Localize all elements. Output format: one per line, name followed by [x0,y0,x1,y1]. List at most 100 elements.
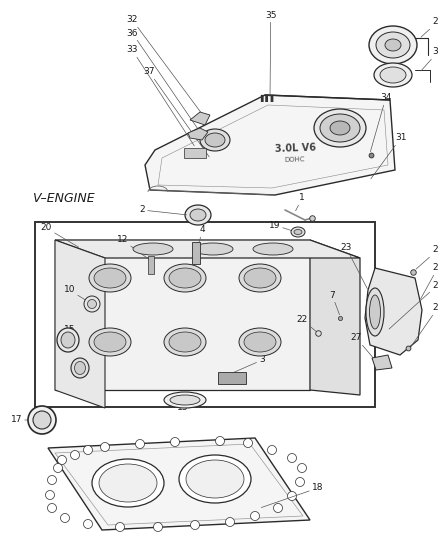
Ellipse shape [94,268,126,288]
Bar [184,148,206,158]
Circle shape [84,446,92,455]
Text: 36: 36 [127,28,199,131]
Circle shape [251,512,259,521]
Ellipse shape [380,67,406,83]
Ellipse shape [88,300,96,309]
Polygon shape [55,240,105,408]
Circle shape [273,504,283,513]
Circle shape [191,521,199,529]
Text: 30: 30 [421,47,438,71]
Ellipse shape [320,114,360,142]
Text: 23: 23 [341,244,367,289]
Ellipse shape [169,268,201,288]
Text: 37: 37 [144,68,209,157]
Ellipse shape [376,32,410,58]
Ellipse shape [61,332,75,348]
Ellipse shape [244,332,276,352]
Text: 22: 22 [297,316,317,332]
Text: 3.0L V6: 3.0L V6 [274,142,316,154]
Polygon shape [188,128,208,140]
Ellipse shape [294,230,302,235]
Circle shape [47,475,57,484]
Ellipse shape [99,464,157,502]
Ellipse shape [370,295,381,329]
Ellipse shape [169,332,201,352]
Polygon shape [310,240,360,395]
Text: 27: 27 [351,334,374,359]
Ellipse shape [385,39,401,51]
Ellipse shape [244,268,276,288]
Polygon shape [190,112,210,125]
Text: 18: 18 [261,483,324,507]
Text: 13: 13 [177,400,188,413]
Circle shape [60,513,70,522]
Circle shape [153,522,162,531]
Ellipse shape [28,406,56,434]
Ellipse shape [330,121,350,135]
Text: 7: 7 [329,290,339,314]
Text: 24: 24 [389,280,438,329]
Ellipse shape [239,264,281,292]
Ellipse shape [89,328,131,356]
Ellipse shape [57,328,79,352]
Text: 34: 34 [371,93,392,152]
Ellipse shape [205,133,225,147]
Text: 25: 25 [420,263,438,299]
Ellipse shape [74,361,85,375]
Text: 28: 28 [411,303,438,347]
Text: 35: 35 [265,11,276,96]
Circle shape [47,504,57,513]
Ellipse shape [92,459,164,507]
Circle shape [226,518,234,527]
Ellipse shape [164,328,206,356]
Polygon shape [48,438,310,530]
Text: 3: 3 [231,356,265,374]
Ellipse shape [133,243,173,255]
Circle shape [116,522,124,531]
Text: 31: 31 [371,133,406,179]
Polygon shape [55,240,360,258]
Text: 1: 1 [296,193,305,211]
Text: 29: 29 [421,18,438,37]
Circle shape [135,440,145,448]
Ellipse shape [239,328,281,356]
Bar [192,242,200,264]
Text: 10: 10 [64,286,91,303]
Ellipse shape [84,296,100,312]
Text: 2: 2 [139,206,187,215]
Circle shape [244,439,252,448]
Text: 12: 12 [117,236,149,259]
Circle shape [53,464,63,472]
Circle shape [57,456,67,464]
Polygon shape [365,268,422,355]
Circle shape [84,520,92,529]
Polygon shape [372,355,392,370]
Ellipse shape [33,411,51,429]
Ellipse shape [193,243,233,255]
Text: 20: 20 [41,223,79,247]
Ellipse shape [369,26,417,64]
Circle shape [71,450,80,459]
Ellipse shape [89,264,131,292]
Ellipse shape [179,455,251,503]
Text: 19: 19 [268,221,295,231]
Ellipse shape [291,227,305,237]
Text: DOHC: DOHC [285,157,305,163]
Polygon shape [145,95,395,195]
Ellipse shape [374,63,412,87]
Bar [148,256,154,274]
Ellipse shape [164,264,206,292]
Text: 32: 32 [127,15,204,117]
Circle shape [297,464,307,472]
Ellipse shape [185,205,211,225]
Ellipse shape [170,395,200,405]
Text: 4: 4 [196,225,205,251]
Circle shape [296,478,304,487]
Text: V–ENGINE: V–ENGINE [32,191,95,205]
Ellipse shape [314,109,366,147]
Ellipse shape [94,332,126,352]
Ellipse shape [186,460,244,498]
Bar [35,222,375,407]
Text: 17: 17 [11,416,41,424]
Circle shape [170,438,180,447]
